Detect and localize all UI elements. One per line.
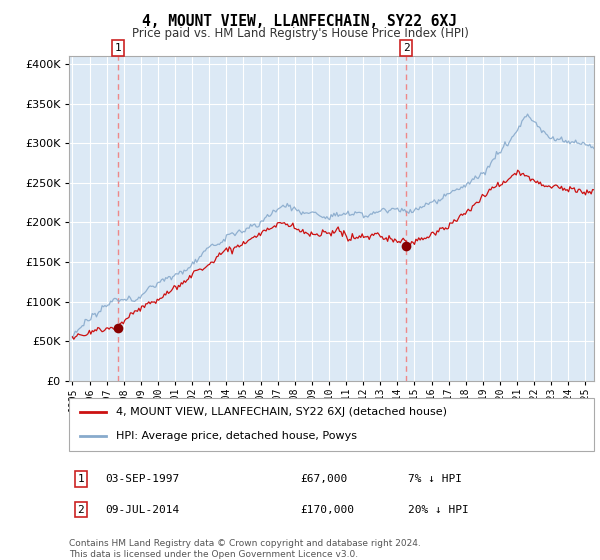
Text: 1: 1 <box>77 474 85 484</box>
FancyBboxPatch shape <box>69 398 594 451</box>
Text: 4, MOUNT VIEW, LLANFECHAIN, SY22 6XJ (detached house): 4, MOUNT VIEW, LLANFECHAIN, SY22 6XJ (de… <box>116 408 447 418</box>
Text: £170,000: £170,000 <box>300 505 354 515</box>
Text: Contains HM Land Registry data © Crown copyright and database right 2024.: Contains HM Land Registry data © Crown c… <box>69 539 421 548</box>
Text: 2: 2 <box>403 43 410 53</box>
Text: 4, MOUNT VIEW, LLANFECHAIN, SY22 6XJ: 4, MOUNT VIEW, LLANFECHAIN, SY22 6XJ <box>143 14 458 29</box>
Text: Price paid vs. HM Land Registry's House Price Index (HPI): Price paid vs. HM Land Registry's House … <box>131 27 469 40</box>
Text: This data is licensed under the Open Government Licence v3.0.: This data is licensed under the Open Gov… <box>69 550 358 559</box>
Text: 2: 2 <box>77 505 85 515</box>
Text: £67,000: £67,000 <box>300 474 347 484</box>
Text: 09-JUL-2014: 09-JUL-2014 <box>105 505 179 515</box>
Text: HPI: Average price, detached house, Powys: HPI: Average price, detached house, Powy… <box>116 431 357 441</box>
Text: 7% ↓ HPI: 7% ↓ HPI <box>408 474 462 484</box>
Text: 20% ↓ HPI: 20% ↓ HPI <box>408 505 469 515</box>
Text: 03-SEP-1997: 03-SEP-1997 <box>105 474 179 484</box>
Text: 1: 1 <box>115 43 121 53</box>
